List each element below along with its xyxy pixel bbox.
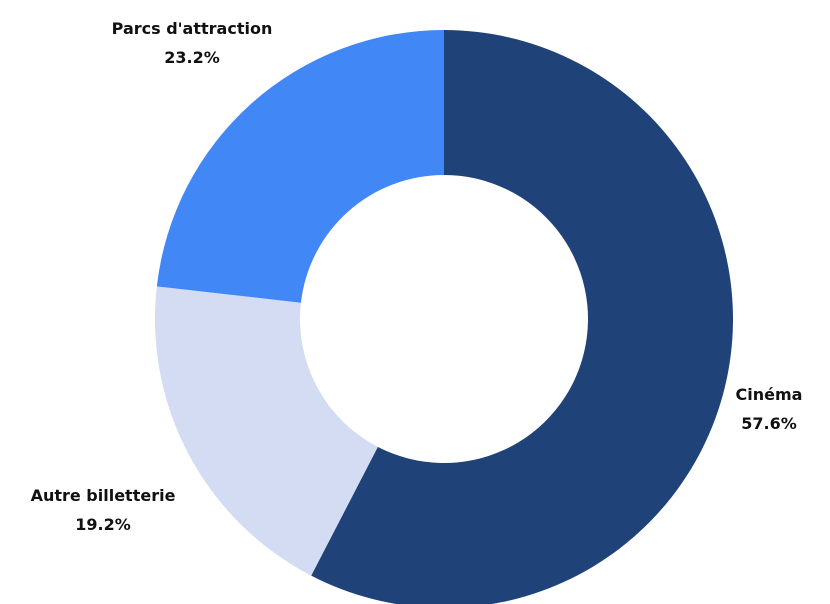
label-autre-billetterie-value: 19.2% [75,515,131,534]
donut-slices [154,30,733,604]
label-cinema-name: Cinéma [736,385,803,404]
slice-cinema [311,30,733,604]
slice-autre-billetterie [154,286,378,576]
label-parcs-attraction-value: 23.2% [164,48,220,67]
label-parcs-attraction-name: Parcs d'attraction [112,19,273,38]
label-cinema-value: 57.6% [741,414,797,433]
slice-parcs-attraction [156,30,445,303]
label-autre-billetterie-name: Autre billetterie [31,486,176,505]
